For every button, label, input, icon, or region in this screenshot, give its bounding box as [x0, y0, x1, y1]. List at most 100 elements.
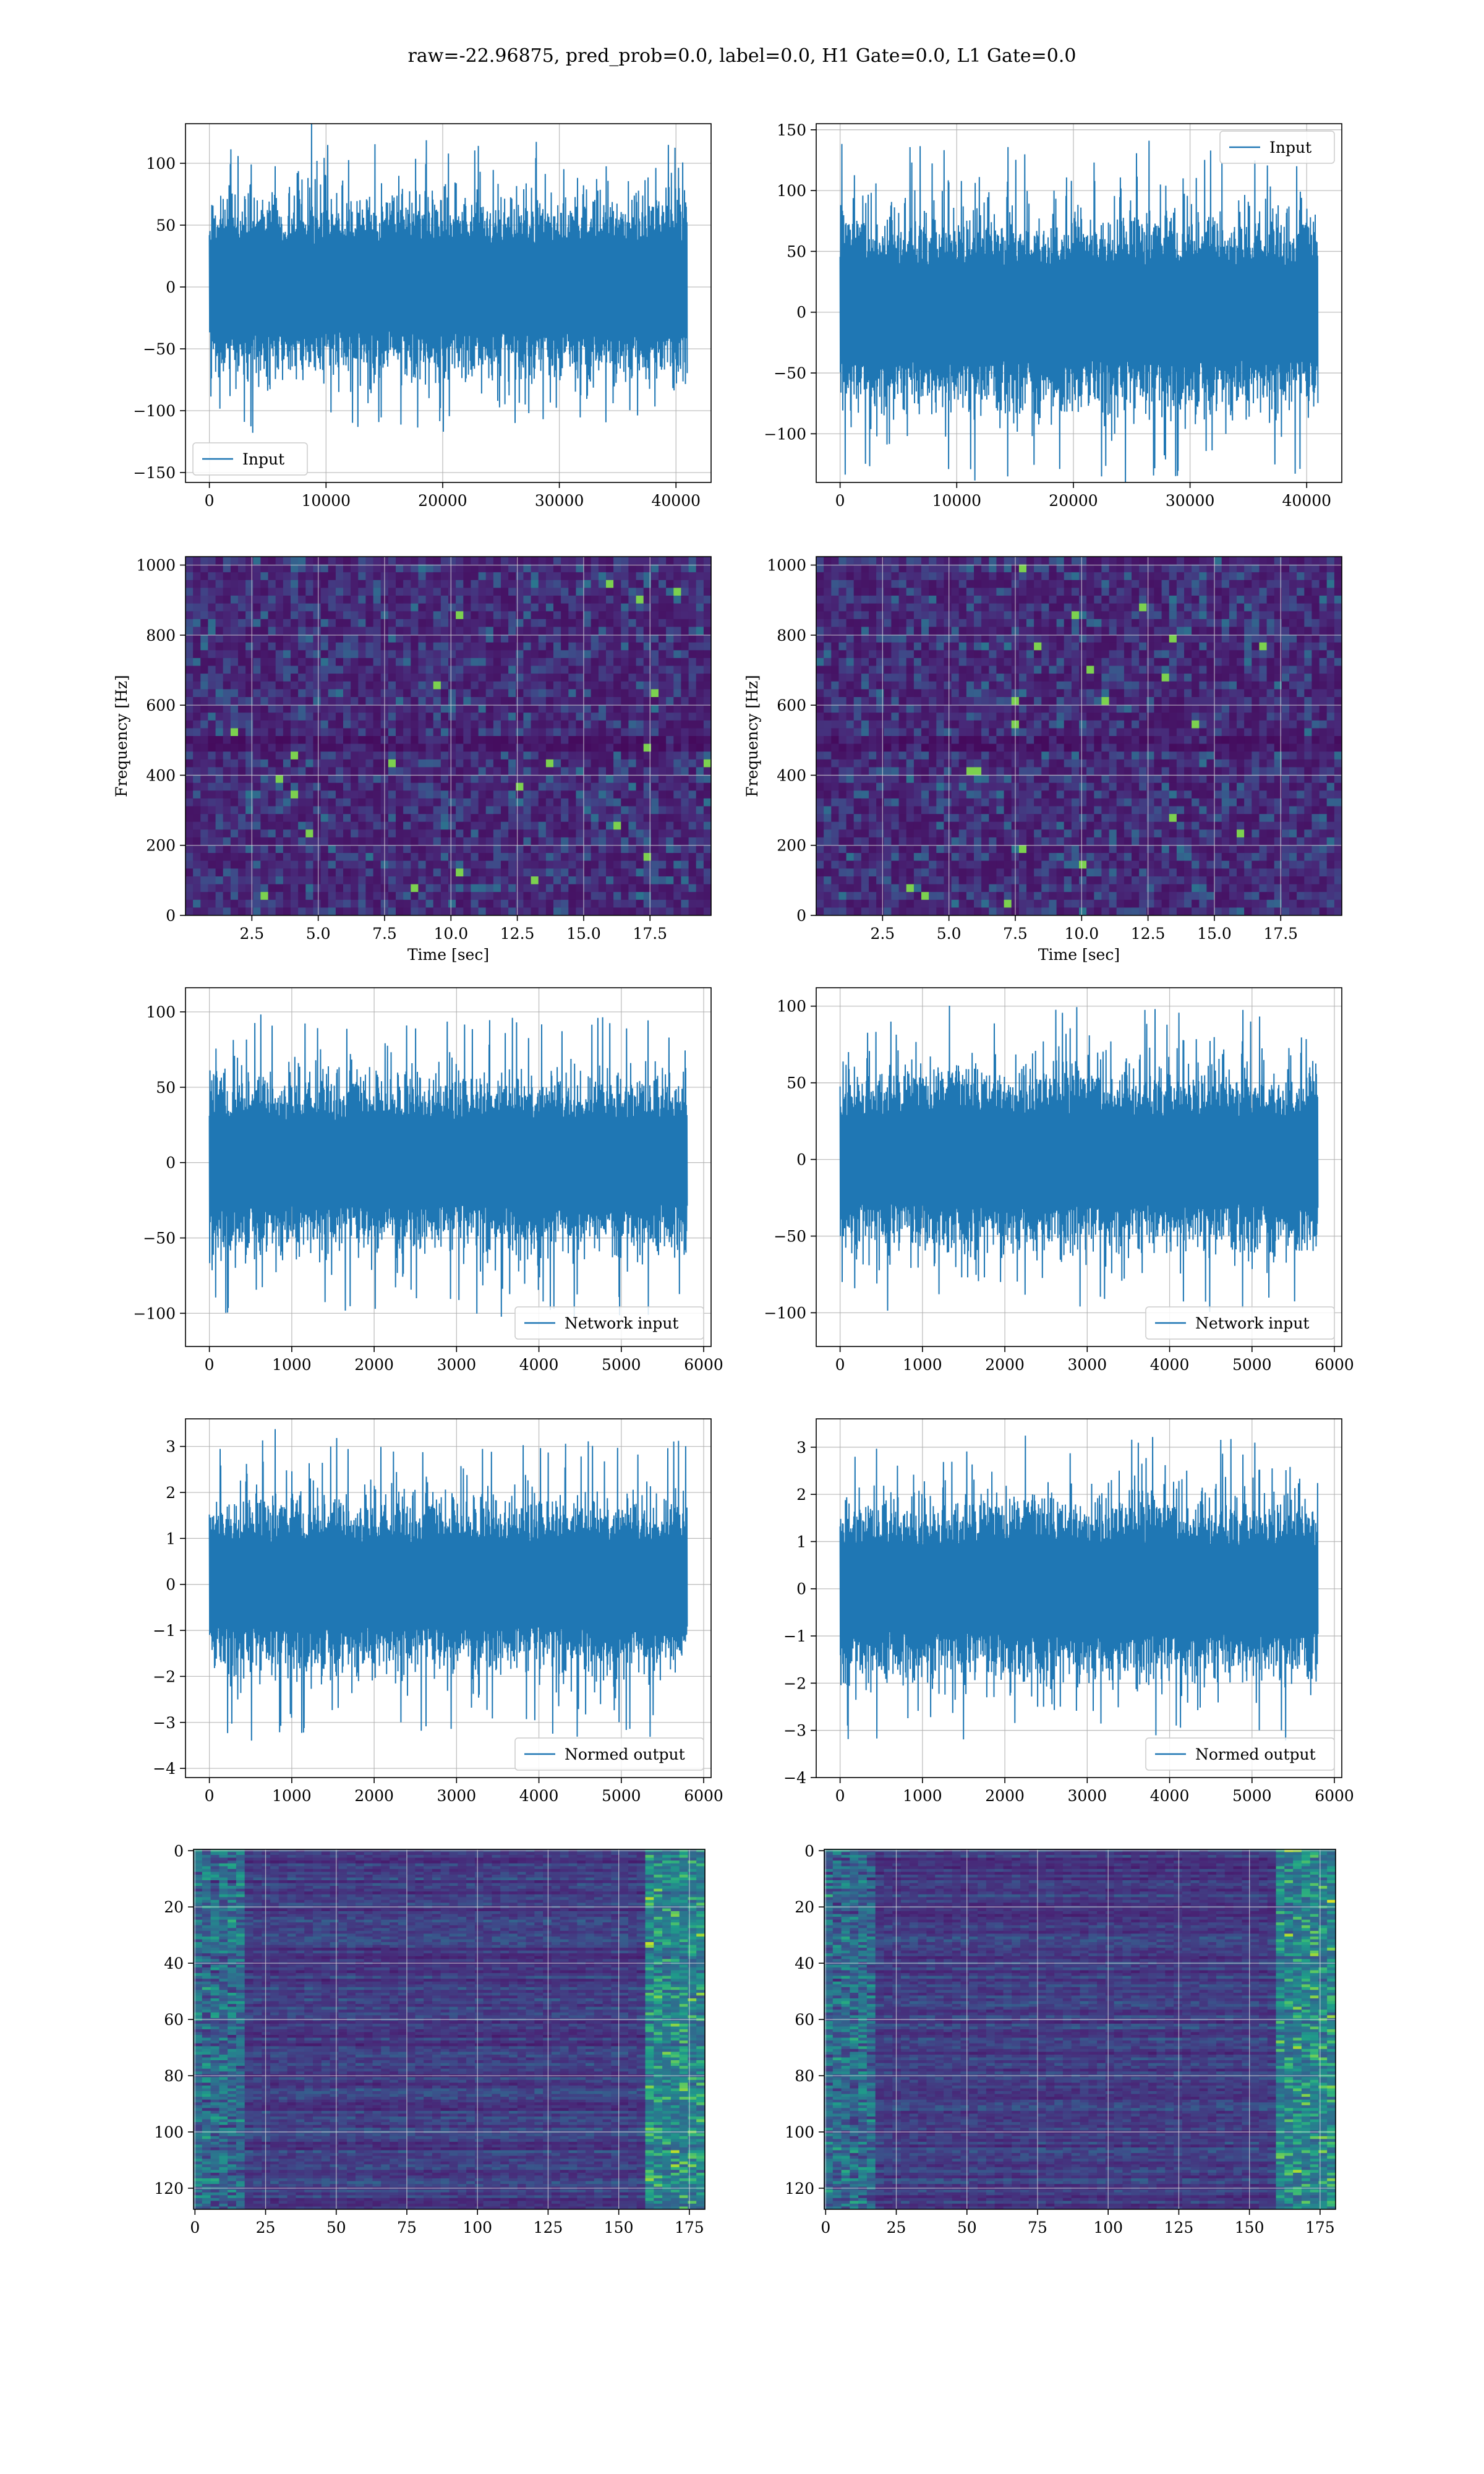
x-tick-label: 12.5 [500, 925, 535, 943]
y-tick-label: 150 [777, 121, 806, 139]
x-tick-label: 5.0 [937, 925, 962, 943]
x-tick-label: 3000 [437, 1787, 477, 1805]
y-tick-label: 40 [164, 1954, 184, 1972]
y-tick-label: −100 [764, 1304, 806, 1322]
legend: Normed output [1145, 1737, 1335, 1771]
y-tick-label: 200 [146, 837, 176, 855]
x-tick-label: 20000 [1049, 492, 1098, 510]
series-line-ts-input-h1 [208, 124, 688, 433]
chart-spec-h1: 2.5 5.0 7.5 10.0 12.5 15.0 17.5 0 200 400 600 800 10… [113, 556, 712, 964]
x-tick-label: 2.5 [239, 925, 264, 943]
x-axis-label: Time [sec] [1038, 946, 1120, 964]
y-axis-label: Frequency [Hz] [743, 675, 761, 797]
x-tick-label: 75 [397, 2219, 417, 2236]
y-tick-label: 100 [785, 2123, 814, 2141]
axes-frame [824, 1849, 1336, 2210]
y-tick-label: −2 [783, 1674, 806, 1692]
y-tick-label: 120 [785, 2180, 814, 2198]
x-tick-label: 5000 [1232, 1787, 1272, 1805]
x-tick-label: 1000 [272, 1787, 312, 1805]
x-tick-label: 0 [205, 492, 215, 510]
chart-ts-input-h1: 0 10000 20000 30000 40000 −150 −100 −50 0 50 100 In… [133, 123, 712, 510]
series-line-normed-h1 [208, 1429, 688, 1741]
x-tick-label: 5.0 [306, 925, 331, 943]
y-tick-label: 40 [795, 1954, 814, 1972]
y-tick-label: −2 [153, 1667, 176, 1685]
legend-label: Input [242, 450, 284, 468]
legend: Input [192, 442, 308, 476]
y-tick-label: 0 [166, 278, 176, 296]
x-tick-label: 2.5 [870, 925, 895, 943]
y-tick-label: −3 [153, 1714, 176, 1732]
chart-features-l1: 0 25 50 75 100 125 150 175 0 20 40 60 80 100 120 [785, 1842, 1336, 2236]
x-tick-label: 150 [1235, 2219, 1264, 2236]
y-tick-label: 0 [174, 1842, 184, 1860]
y-tick-label: −4 [153, 1760, 176, 1778]
y-tick-label: 50 [787, 242, 806, 260]
y-tick-label: 0 [166, 907, 176, 925]
y-tick-label: 400 [146, 766, 176, 784]
y-tick-label: 100 [146, 1003, 176, 1021]
y-tick-label: 2 [166, 1484, 176, 1502]
y-tick-label: −3 [783, 1722, 806, 1740]
x-tick-label: 75 [1028, 2219, 1047, 2236]
heatmap-features-h1 [194, 1849, 705, 2209]
x-tick-label: 17.5 [633, 925, 667, 943]
x-tick-label: 175 [1305, 2219, 1335, 2236]
x-tick-label: 1000 [272, 1356, 312, 1374]
axes-frame [816, 987, 1342, 1347]
x-tick-label: 15.0 [566, 925, 601, 943]
legend-label: Normed output [565, 1745, 685, 1763]
chart-features-h1: 0 25 50 75 100 125 150 175 0 20 40 60 80 100 120 [154, 1842, 706, 2236]
y-tick-label: 80 [795, 2067, 814, 2085]
x-tick-label: 2000 [354, 1787, 394, 1805]
heatmap-spec-l1 [816, 557, 1342, 915]
x-tick-label: 3000 [1068, 1356, 1107, 1374]
axes-frame [185, 1418, 712, 1778]
y-tick-label: 0 [796, 907, 806, 925]
heatmap-features-l1 [824, 1849, 1336, 2209]
y-tick-label: 60 [795, 2011, 814, 2029]
chart-spec-l1: 2.5 5.0 7.5 10.0 12.5 15.0 17.5 0 200 400 600 800 10… [743, 556, 1342, 964]
x-tick-label: 5000 [602, 1787, 641, 1805]
x-tick-label: 6000 [684, 1356, 723, 1374]
x-tick-label: 2000 [985, 1787, 1025, 1805]
legend-label: Normed output [1195, 1745, 1316, 1763]
x-tick-label: 4000 [1150, 1356, 1190, 1374]
x-tick-label: 0 [835, 1356, 845, 1374]
y-tick-label: 3 [166, 1438, 176, 1456]
y-tick-label: −50 [143, 1230, 176, 1248]
y-tick-label: 100 [777, 998, 806, 1016]
x-tick-label: 0 [190, 2219, 200, 2236]
y-tick-label: 0 [796, 1580, 806, 1598]
y-tick-label: −150 [133, 464, 176, 482]
x-tick-label: 100 [1093, 2219, 1123, 2236]
x-tick-label: 0 [821, 2219, 830, 2236]
x-tick-label: 17.5 [1263, 925, 1298, 943]
chart-normed-h1: 0 1000 2000 3000 4000 5000 6000 −4 −3 −2 −1 0 1 2 3 Nor… [153, 1418, 723, 1805]
x-tick-label: 10000 [302, 492, 351, 510]
y-tick-label: 800 [146, 627, 176, 644]
x-tick-label: 6000 [1315, 1787, 1354, 1805]
y-tick-label: −100 [764, 425, 806, 443]
x-tick-label: 125 [534, 2219, 563, 2236]
y-tick-label: 2 [796, 1486, 806, 1504]
x-tick-label: 3000 [1068, 1787, 1107, 1805]
y-tick-label: 800 [777, 627, 806, 644]
y-tick-label: 0 [166, 1576, 176, 1594]
heatmap-spec-h1 [186, 557, 711, 915]
x-tick-label: 10000 [932, 492, 982, 510]
series-line-ts-input-l1 [839, 140, 1319, 482]
x-tick-label: 50 [326, 2219, 346, 2236]
x-tick-label: 0 [835, 1787, 845, 1805]
figure-title: raw=-22.96875, pred_prob=0.0, label=0.0,… [408, 45, 1077, 67]
x-tick-label: 4000 [519, 1356, 559, 1374]
y-tick-label: −50 [774, 364, 806, 382]
series-line-net-input-l1 [839, 1005, 1319, 1312]
y-tick-label: −100 [133, 402, 176, 420]
y-tick-label: 0 [804, 1842, 814, 1860]
y-tick-label: 1000 [136, 557, 176, 575]
x-tick-label: 50 [957, 2219, 977, 2236]
x-tick-label: 30000 [535, 492, 584, 510]
